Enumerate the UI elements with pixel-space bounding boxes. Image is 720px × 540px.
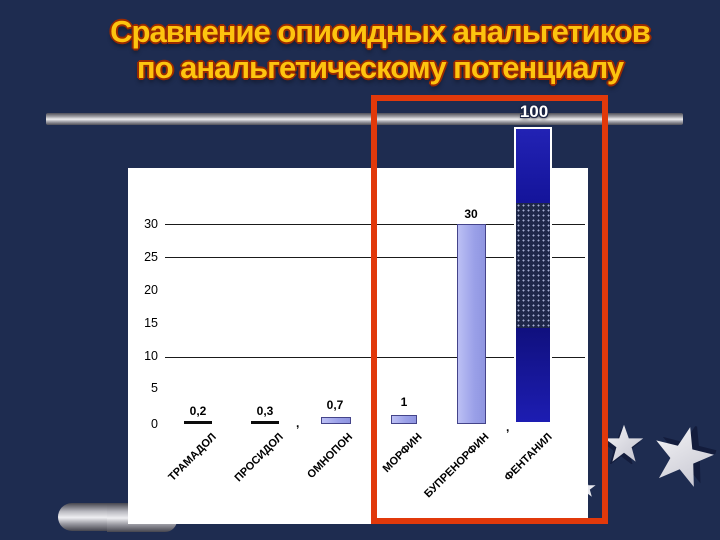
x-label-prosidol: ПРОСИДОЛ [232,431,286,485]
value-label-fentanyl: 100 [519,102,549,121]
axis-tick-mark: , [296,416,300,430]
y-axis-label-0: 0 [151,417,158,431]
y-axis-label-20: 20 [144,283,158,297]
star-icon [604,424,644,464]
axis-tick-mark: , [506,420,510,434]
slide-title-line1: Сравнение опиоидных анальгетиков [110,14,651,49]
slide-title: Сравнение опиоидных анальгетиков по анал… [55,14,705,86]
x-label-omnopon: ОМНОПОН [305,431,356,481]
x-label-tramadol: ТРАМАДОЛ [165,431,219,484]
y-axis-label-25: 25 [144,250,158,264]
bar-buprenorphine [457,224,486,424]
bar-fentanyl [514,127,552,424]
value-label-prosidol: 0,3 [256,404,274,418]
x-label-fentanyl: ФЕНТАНИЛ [502,431,555,484]
bar-chart: 30 25 20 15 10 5 0 0,2 0,3 0,7 1 30 , , … [128,127,588,524]
value-label-omnopon: 0,7 [326,398,344,412]
x-label-morphine: МОРФИН [380,431,425,475]
slide-title-line2: по анальгетическому потенциалу [136,50,624,85]
star-icon [656,423,720,487]
y-axis-label-30: 30 [144,217,158,231]
y-axis-label-15: 15 [144,316,158,330]
x-label-buprenorphine: БУПРЕНОРФИН [422,431,492,501]
bar-fentanyl-bottom-segment [516,328,550,422]
bar-prosidol [251,421,279,424]
divider-bar [46,113,683,125]
bar-fentanyl-top-segment [516,129,550,203]
capsule-decoration-left [58,503,112,531]
value-label-buprenorphine: 30 [464,207,478,221]
bar-omnopon [321,417,351,424]
bar-morphine [391,415,417,424]
bar-tramadol [184,421,212,424]
y-axis-label-5: 5 [151,381,158,395]
bar-fentanyl-break-pattern [516,203,550,328]
value-label-morphine: 1 [400,395,408,409]
value-label-tramadol: 0,2 [189,404,207,418]
y-axis-label-10: 10 [144,349,158,363]
